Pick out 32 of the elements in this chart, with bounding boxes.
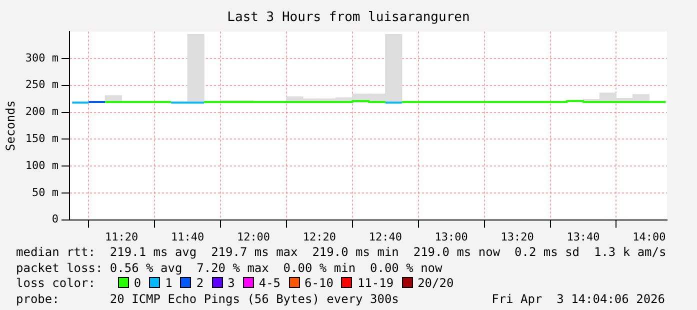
y-tick-label: 50 m bbox=[32, 186, 59, 199]
x-tick-label: 11:20 bbox=[105, 230, 138, 244]
y-tick-label: 250 m bbox=[25, 78, 59, 92]
x-tick-label: 12:40 bbox=[368, 230, 402, 244]
legend-label: 0 bbox=[134, 276, 142, 290]
text: Fri Apr 3 14:04:06 2026 bbox=[492, 292, 665, 307]
x-tick-label: 12:20 bbox=[302, 230, 336, 244]
text: packet loss: 0.56 % avg 7.20 % max 0.00 % min 0.00 % now bbox=[16, 260, 444, 276]
x-tick-label: 13:40 bbox=[566, 230, 600, 244]
x-tick-label: 13:00 bbox=[434, 230, 468, 244]
legend-label: 6-10 bbox=[304, 276, 334, 290]
x-tick-label: 11:40 bbox=[171, 230, 204, 244]
legend-label: 2 bbox=[196, 276, 204, 290]
x-tick-label: 14:00 bbox=[632, 230, 666, 244]
text: probe: 20 ICMP Echo Pings (56 Bytes) every 300s bbox=[16, 292, 399, 306]
y-axis-title: Seconds bbox=[3, 100, 18, 151]
x-tick-label: 13:20 bbox=[500, 230, 534, 244]
x-tick-label: 12:00 bbox=[236, 230, 270, 244]
bar bbox=[187, 34, 204, 103]
y-tick-label: 300 m bbox=[25, 51, 59, 64]
y-tick-label: 100 m bbox=[25, 158, 59, 172]
legend-label: 11-19 bbox=[357, 276, 394, 290]
text: median rtt: 219.1 ms avg 219.7 ms max 219.0 ms min 219.0 ms now 0.2 ms sd 1.3 k am/s bbox=[16, 245, 668, 260]
legend-title: loss color: bbox=[16, 276, 96, 290]
legend-label: 20/20 bbox=[418, 276, 454, 290]
y-tick-label: 150 m bbox=[25, 132, 59, 145]
legend-label: 4-5 bbox=[258, 276, 281, 290]
legend-label: 1 bbox=[165, 276, 172, 290]
y-tick-label: 200 m bbox=[25, 105, 59, 118]
y-tick-label: 0 bbox=[52, 212, 59, 226]
chart-title: Last 3 Hours from luisaranguren bbox=[226, 10, 471, 25]
legend-label: 3 bbox=[228, 276, 235, 290]
